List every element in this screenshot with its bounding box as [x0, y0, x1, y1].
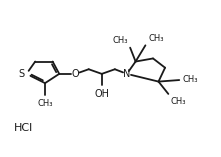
Text: CH₃: CH₃ — [37, 99, 53, 108]
Text: CH₃: CH₃ — [183, 75, 198, 84]
Text: N: N — [123, 69, 131, 79]
Text: OH: OH — [94, 89, 109, 99]
Text: HCl: HCl — [13, 123, 33, 133]
Text: CH₃: CH₃ — [112, 36, 128, 45]
Text: CH₃: CH₃ — [171, 97, 186, 106]
Text: O: O — [72, 69, 79, 79]
Text: CH₃: CH₃ — [148, 34, 164, 43]
Text: S: S — [19, 69, 25, 79]
